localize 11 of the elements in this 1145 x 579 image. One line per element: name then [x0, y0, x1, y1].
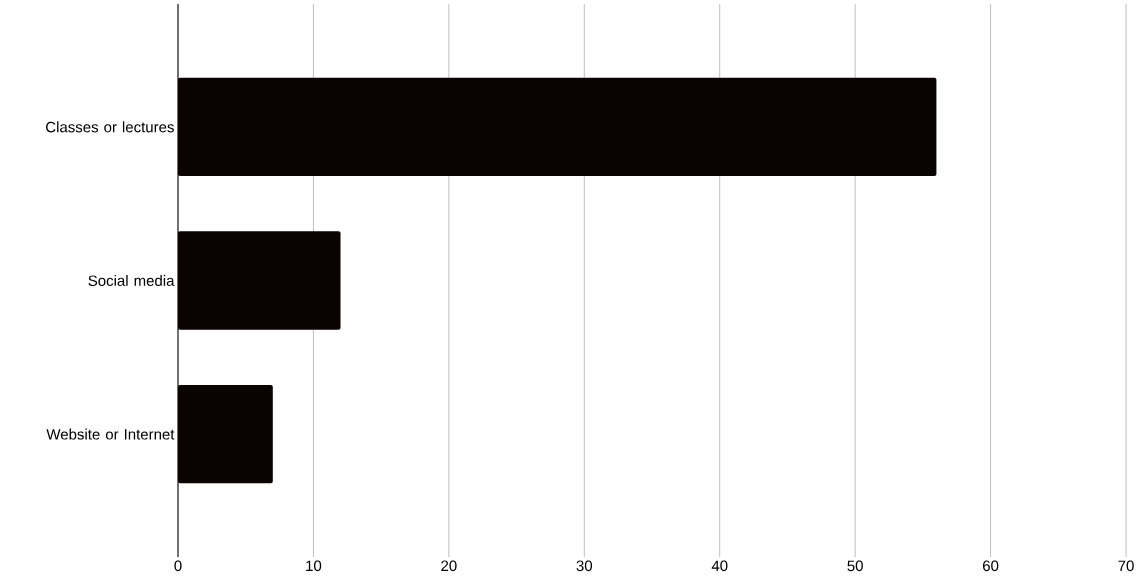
x-tick-label: 0 — [174, 560, 182, 572]
y-tick-label: Social media — [88, 274, 175, 286]
x-tick-label: 50 — [847, 560, 863, 572]
x-tick-label: 30 — [576, 560, 593, 572]
x-tick-label: 20 — [441, 560, 457, 572]
y-tick-label: Website or Internet — [46, 428, 175, 440]
x-tick-label: 40 — [711, 560, 728, 572]
x-tick-label: 60 — [983, 560, 999, 572]
x-tick-label: 10 — [306, 560, 322, 572]
y-tick-label: Classes or lectures — [46, 121, 174, 133]
x-tick-label: 70 — [1118, 560, 1134, 572]
